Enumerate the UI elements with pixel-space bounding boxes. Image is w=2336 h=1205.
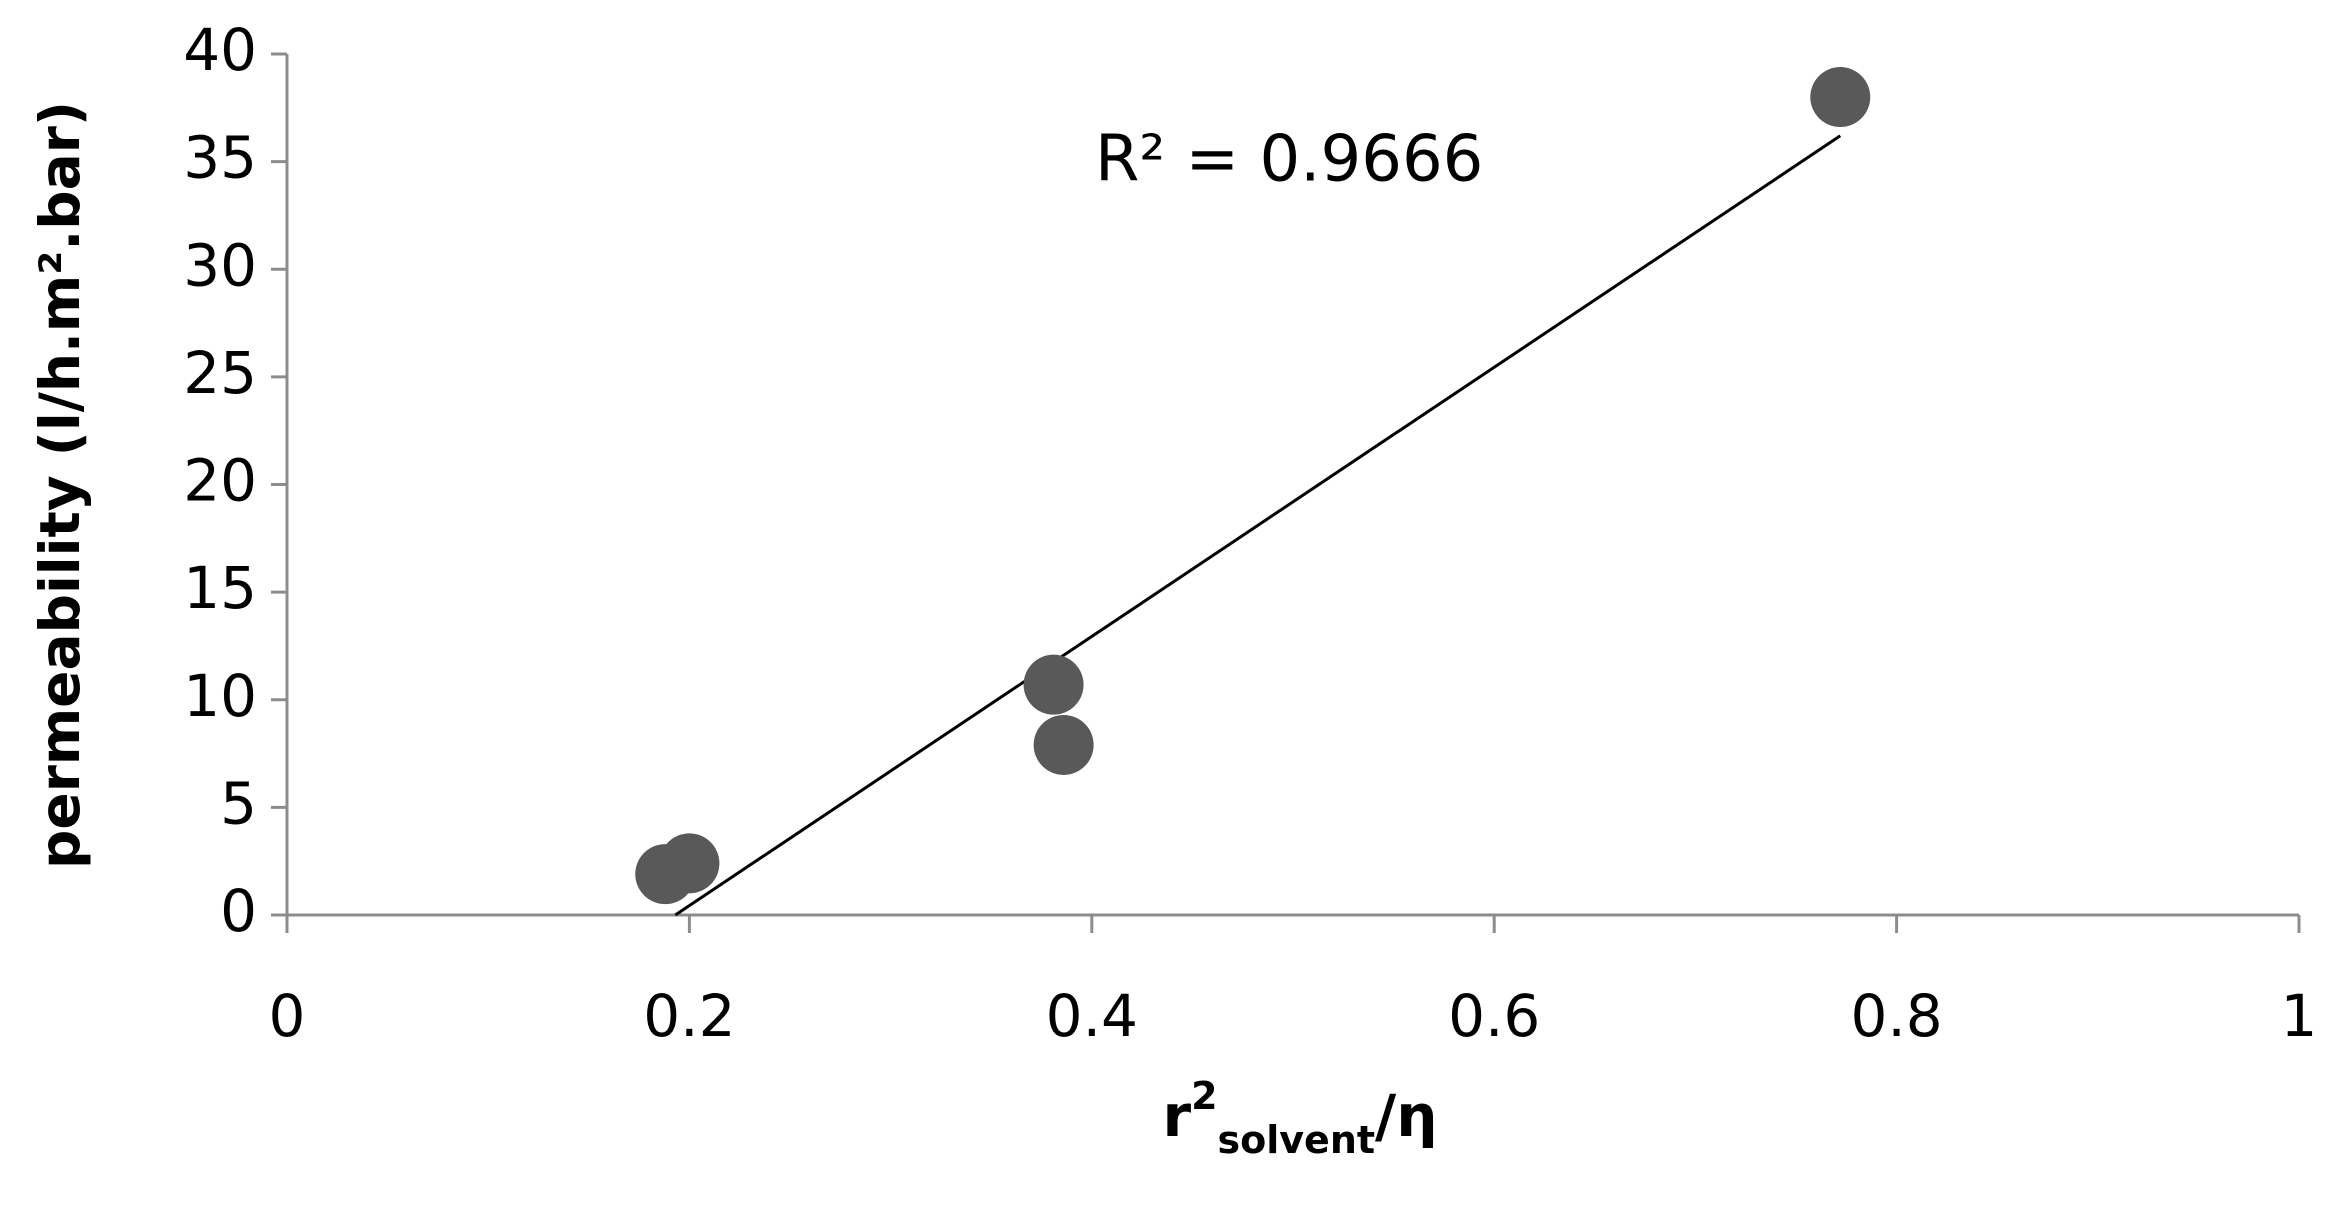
y-tick-label: 35 — [183, 124, 257, 192]
x-tick-label: 0.8 — [1850, 982, 1942, 1050]
x-tick-label: 0.4 — [1046, 982, 1138, 1050]
point — [1033, 714, 1094, 775]
x-tick-label: 0 — [269, 982, 306, 1050]
y-axis-label: permeability (l/h.m².bar) — [28, 101, 92, 869]
point — [659, 833, 720, 894]
y-tick-label: 0 — [220, 877, 257, 945]
x-tick-label: 0.6 — [1448, 982, 1540, 1050]
y-tick-label: 10 — [183, 662, 257, 730]
y-tick-label: 20 — [183, 447, 257, 515]
y-tick-label: 30 — [183, 231, 257, 299]
x-tick-label: 1 — [2281, 982, 2318, 1050]
y-tick-label: 40 — [183, 16, 257, 84]
annotation: R² = 0.9666 — [1095, 123, 1483, 197]
y-tick-label: 25 — [183, 339, 257, 407]
point — [1810, 67, 1871, 128]
y-tick-label: 15 — [183, 554, 257, 622]
x-tick-label: 0.2 — [643, 982, 735, 1050]
x-label-sup: 2 — [1191, 1074, 1217, 1118]
y-tick-label: 5 — [220, 769, 257, 837]
x-axis-label: r2solvent/η — [1162, 1074, 1437, 1162]
x-label-tail: /η — [1375, 1082, 1437, 1150]
trendline — [674, 134, 1842, 917]
x-label-sub: solvent — [1218, 1118, 1376, 1162]
point — [1023, 654, 1084, 715]
x-label-base: r — [1162, 1082, 1191, 1150]
